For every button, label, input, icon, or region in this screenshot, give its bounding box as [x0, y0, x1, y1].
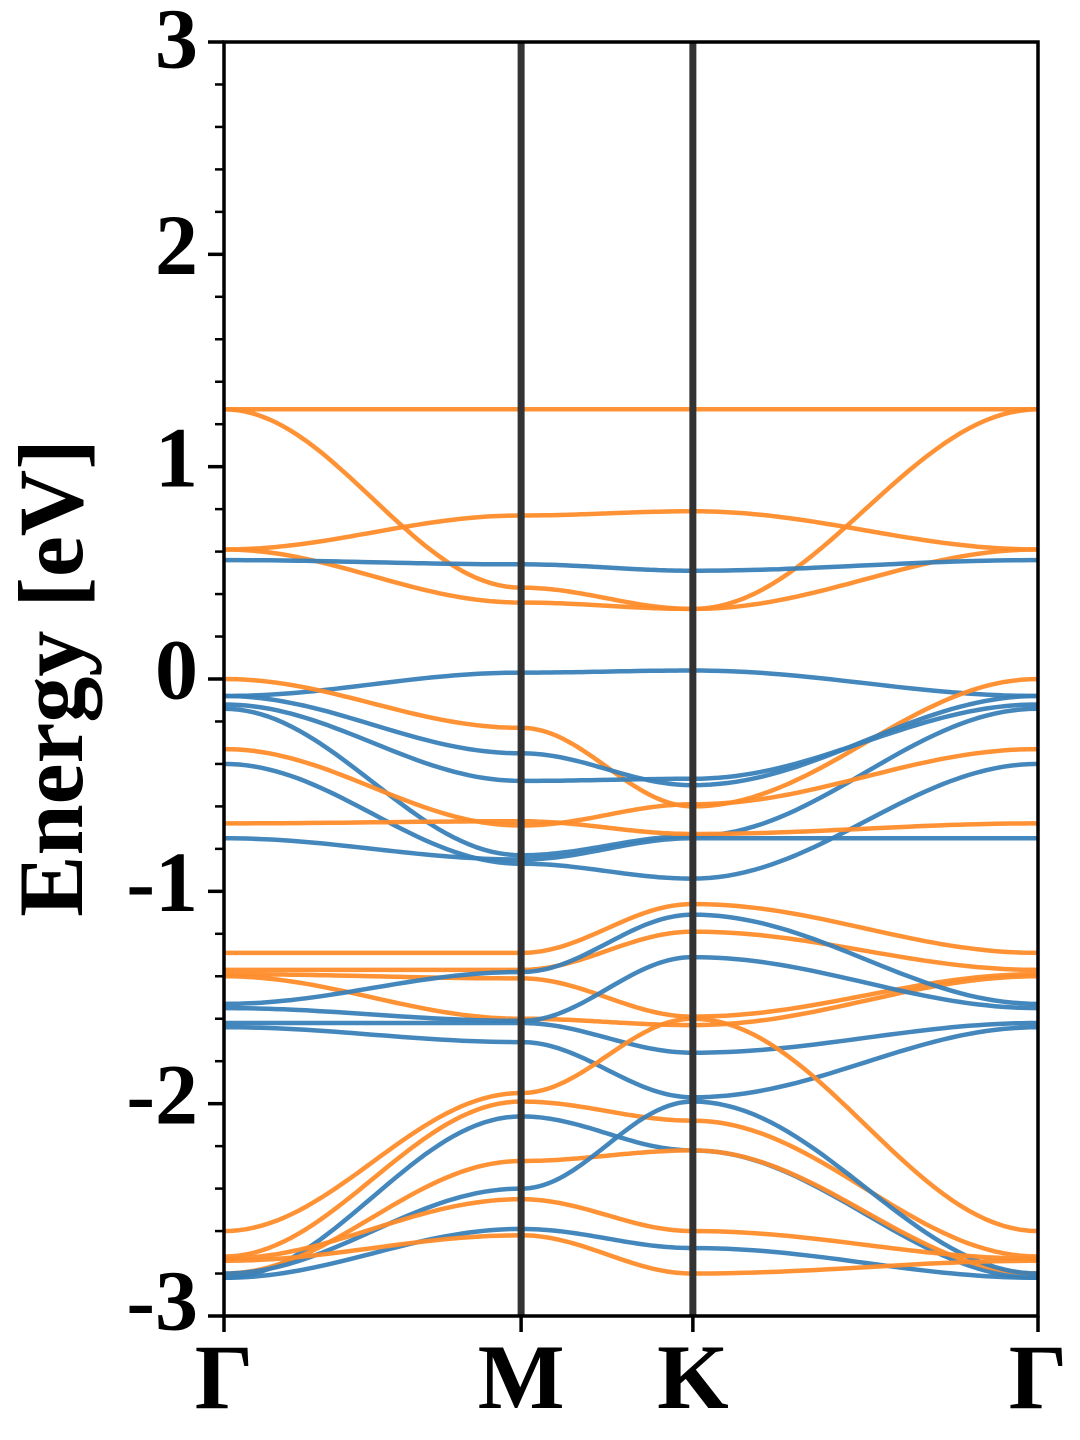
- band-line-16: [224, 929, 1038, 973]
- band-line-30: [224, 1233, 1038, 1276]
- band-line-26: [224, 1148, 1038, 1276]
- band-line-18: [224, 974, 1038, 1028]
- k-point-lines: [517, 42, 697, 1316]
- plot-frame: [222, 40, 1040, 1318]
- y-tick-label-2: 1: [155, 409, 198, 505]
- band-line-9: [224, 702, 1038, 784]
- y-tick-label-4: -1: [126, 834, 198, 930]
- x-tick-label-0: Γ: [195, 1326, 254, 1428]
- y-tick-label-5: -2: [126, 1046, 198, 1142]
- band-line-11: [224, 746, 1038, 828]
- y-tick-label-6: -3: [126, 1253, 198, 1349]
- y-tick-label-0: 3: [155, 0, 198, 87]
- band-line-13: [224, 819, 1038, 837]
- y-tick-labels: 3 2 1 0 -1 -2 -3: [126, 0, 198, 1349]
- band-line-2: [224, 407, 1038, 612]
- band-line-5: [224, 557, 1038, 573]
- band-line-29: [224, 1226, 1038, 1281]
- x-tick-label-2: K: [657, 1326, 729, 1428]
- band-line-20: [224, 954, 1038, 1024]
- band-line-3: [224, 509, 1038, 552]
- band-line-22: [224, 1024, 1038, 1100]
- band-line-14: [224, 836, 1038, 862]
- band-line-27: [224, 1099, 1038, 1276]
- band-line-15: [224, 901, 1038, 956]
- band-line-17: [224, 971, 1038, 1019]
- band-line-8: [224, 693, 1038, 788]
- band-line-6: [224, 668, 1038, 699]
- x-tick-label-1: M: [478, 1326, 565, 1428]
- band-line-19: [224, 912, 1038, 1007]
- band-line-28: [224, 1196, 1038, 1261]
- x-tick-label-3: Γ: [1009, 1326, 1068, 1428]
- band-line-23: [224, 1016, 1038, 1234]
- y-tick-label-1: 2: [155, 197, 198, 293]
- y-axis-label: Energy [eV]: [0, 439, 102, 917]
- band-line-21: [224, 1020, 1038, 1055]
- y-tick-label-3: 0: [155, 622, 198, 718]
- band-line-10: [224, 706, 1038, 858]
- band-lines: [224, 407, 1038, 1281]
- band-line-12: [224, 761, 1038, 881]
- band-line-4: [224, 547, 1038, 612]
